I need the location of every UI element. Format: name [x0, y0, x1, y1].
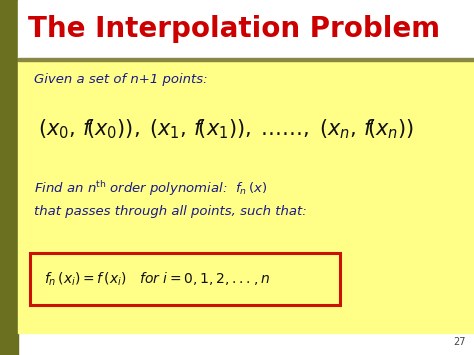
Bar	[18, 0, 474, 58]
Bar	[18, 61, 474, 333]
Text: 27: 27	[454, 337, 466, 347]
Text: Find an n$^{\mathsf{th}}$ order polynomial:  $f_n\,(x)$: Find an n$^{\mathsf{th}}$ order polynomi…	[34, 180, 267, 198]
Text: Given a set of n+1 points:: Given a set of n+1 points:	[34, 72, 208, 86]
Bar	[0, 0, 18, 355]
Text: $f_n\,(x_i) = f\,(x_i)$   $\mathit{for}\ i = 0,1,2,...,n$: $f_n\,(x_i) = f\,(x_i)$ $\mathit{for}\ i…	[44, 270, 270, 288]
Bar	[18, 58, 474, 61]
FancyBboxPatch shape	[30, 253, 340, 305]
Text: that passes through all points, such that:: that passes through all points, such tha…	[34, 204, 307, 218]
Text: The Interpolation Problem: The Interpolation Problem	[28, 15, 440, 43]
Text: $\left(x_0,\,f\!\left(x_0\right)\right),\;\left(x_1,\,f\!\left(x_1\right)\right): $\left(x_0,\,f\!\left(x_0\right)\right),…	[38, 117, 414, 141]
